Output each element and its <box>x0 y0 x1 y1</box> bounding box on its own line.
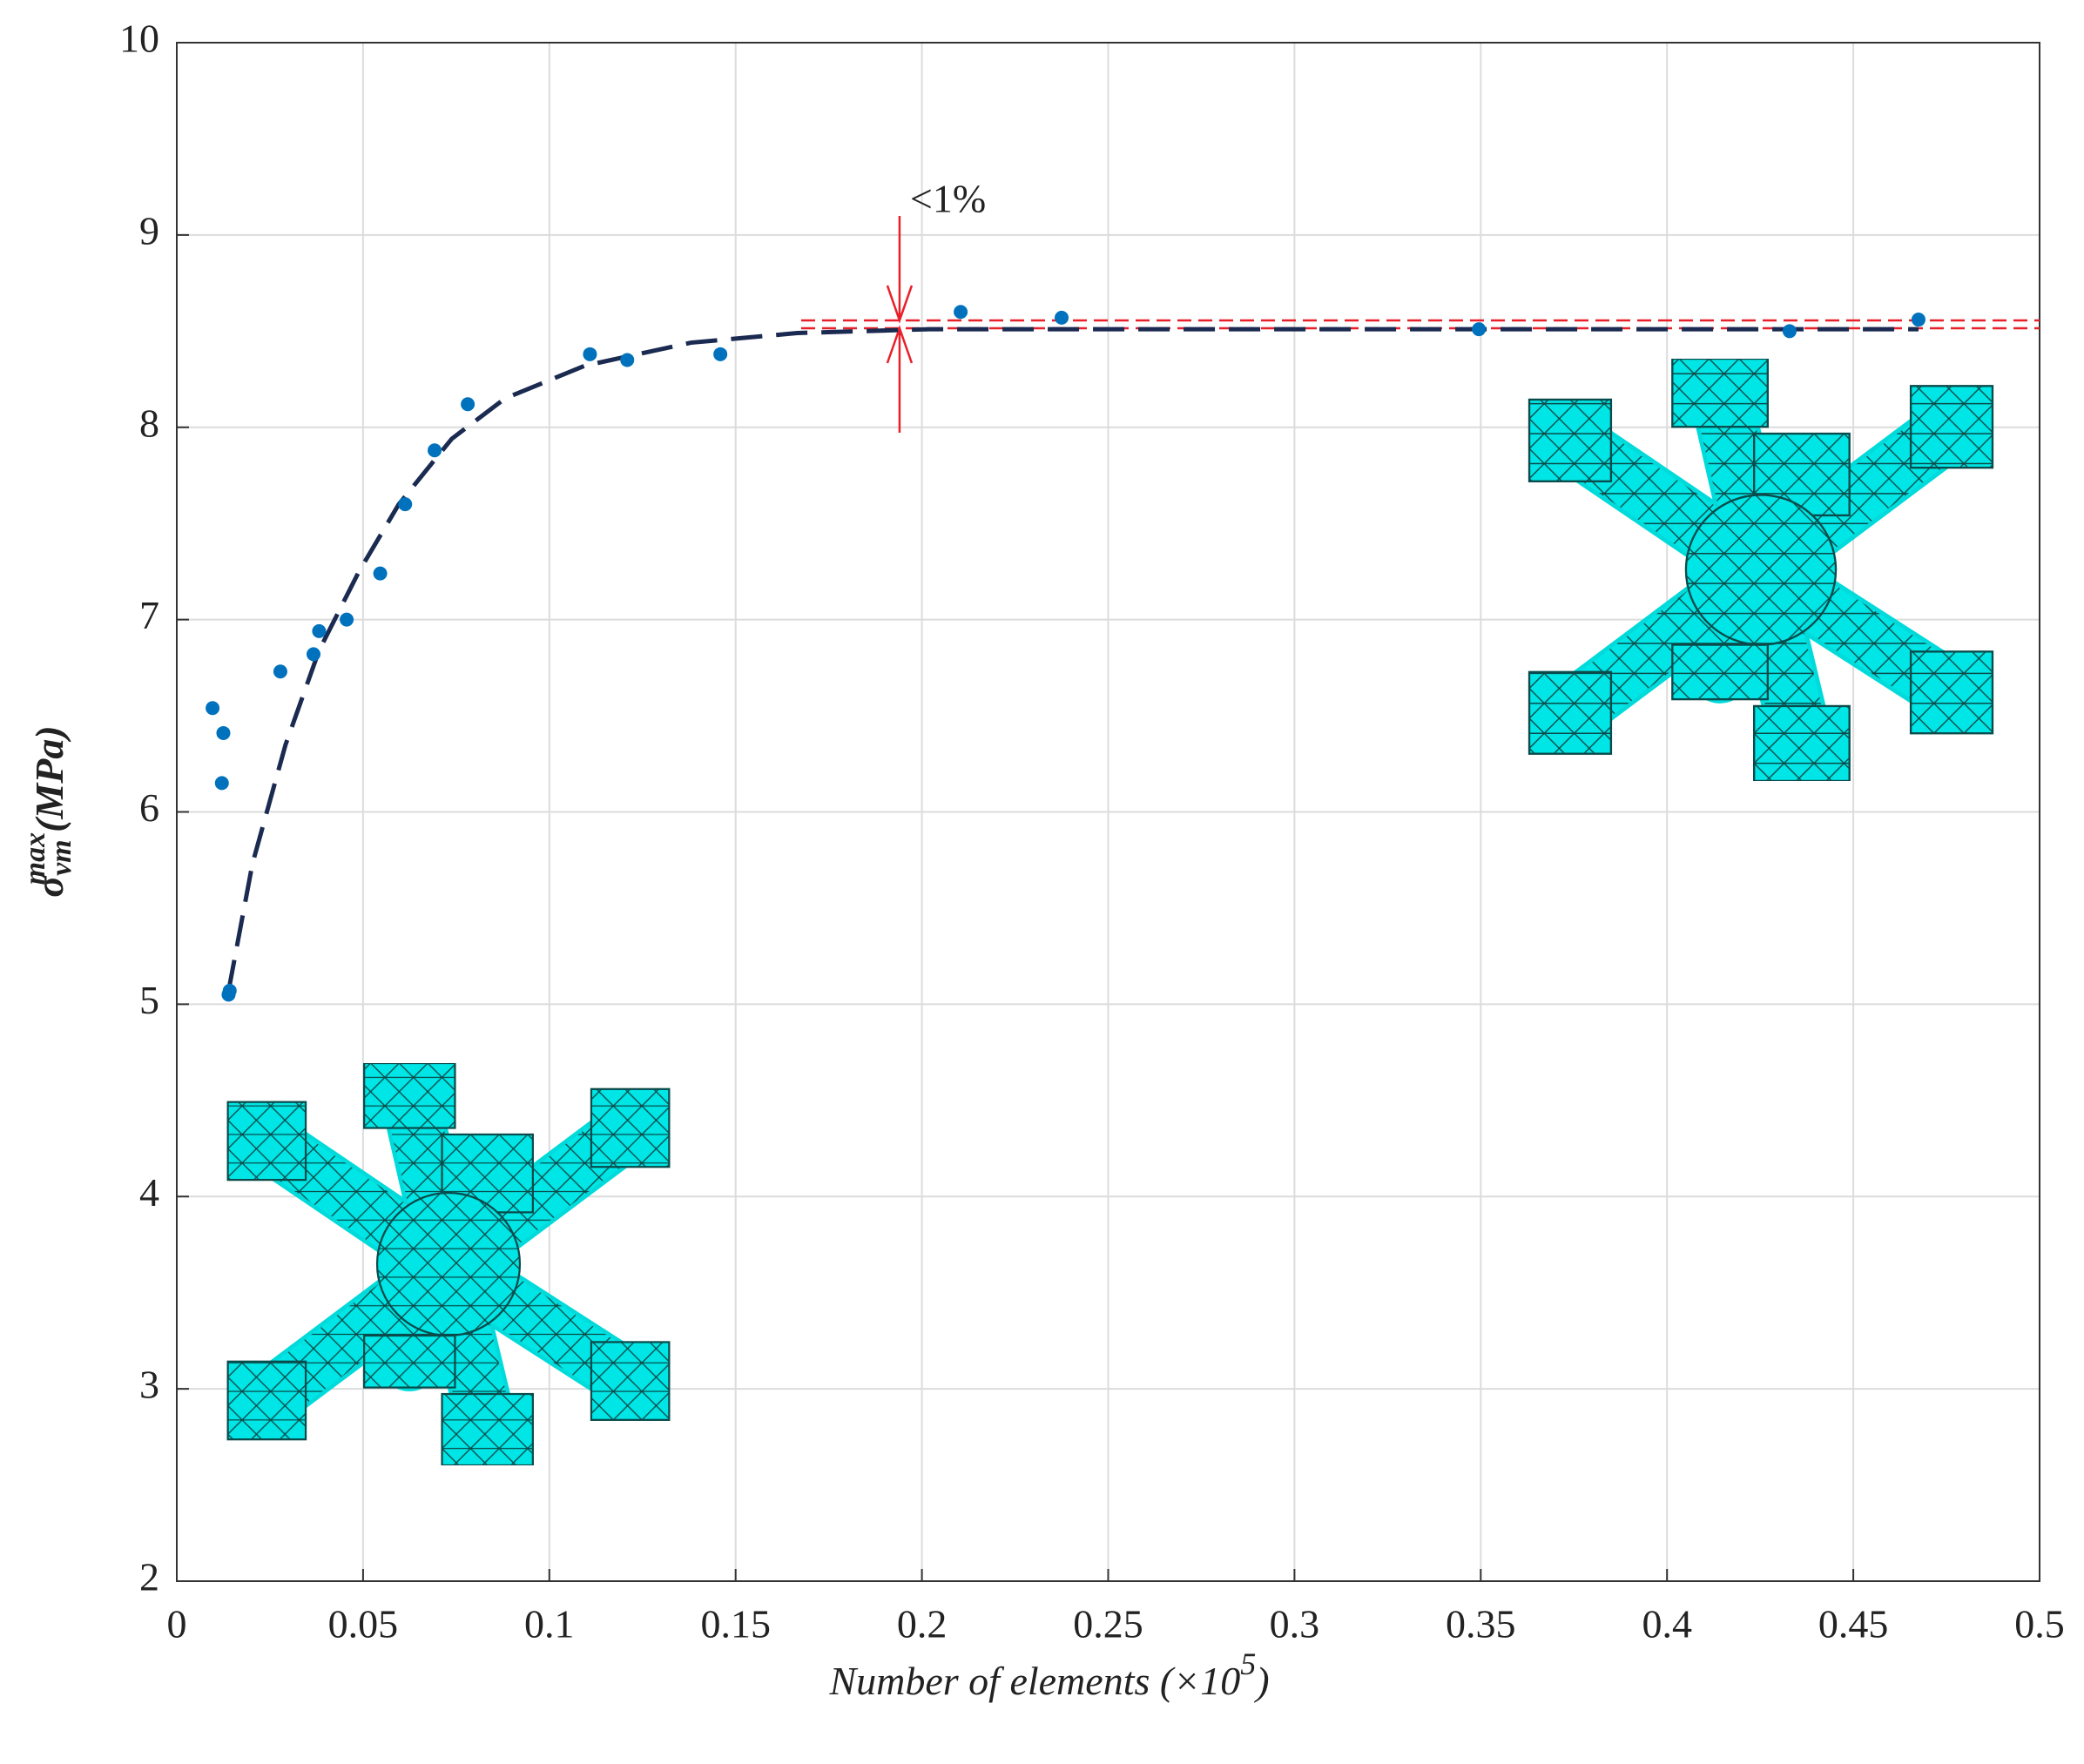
arrow-up <box>886 325 914 433</box>
data-point <box>583 347 597 361</box>
x-label-end: ) <box>1253 1659 1269 1703</box>
fit-curve <box>226 327 1919 992</box>
y-tick-label: 10 <box>119 17 159 61</box>
y-tick-label: 3 <box>139 1363 159 1407</box>
y-label-unit: (MPa) <box>27 725 71 832</box>
y-tick-label: 7 <box>139 593 159 637</box>
data-point <box>398 497 413 512</box>
data-point <box>307 647 321 662</box>
data-point <box>216 725 231 740</box>
data-point <box>461 397 475 412</box>
x-tick-label: 0.25 <box>1073 1602 1143 1646</box>
data-point <box>428 443 442 458</box>
y-tick-label: 5 <box>139 978 159 1022</box>
data-point <box>1055 310 1069 325</box>
data-point <box>273 664 287 679</box>
x-tick-label: 0.15 <box>700 1602 771 1646</box>
data-point <box>954 305 968 320</box>
x-tick-label: 0.05 <box>328 1602 399 1646</box>
y-label-sup: max <box>19 832 51 885</box>
y-tick-label: 6 <box>139 785 159 830</box>
x-tick-label: 0 <box>167 1602 187 1646</box>
y-axis-label: σvmmax(MPa) <box>19 725 78 897</box>
data-point <box>312 623 327 638</box>
x-axis-label: Number of elements (×105) <box>828 1646 1269 1702</box>
y-tick-label: 8 <box>139 401 159 445</box>
data-point <box>1782 324 1797 339</box>
data-point <box>206 701 220 716</box>
x-tick-label: 0.45 <box>1818 1602 1889 1646</box>
y-tick-label: 9 <box>139 208 159 252</box>
x-tick-label: 0.1 <box>524 1602 575 1646</box>
data-point <box>713 347 728 361</box>
x-tick-label: 0.2 <box>897 1602 948 1646</box>
x-tick-label: 0.4 <box>1642 1602 1692 1646</box>
data-point <box>1911 313 1926 327</box>
arrow-down <box>886 215 914 324</box>
x-tick-label: 0.35 <box>1446 1602 1516 1646</box>
data-point <box>1472 322 1487 337</box>
x-label-sup: 5 <box>1240 1646 1256 1681</box>
data-point <box>373 566 388 581</box>
x-tick-label: 0.5 <box>2014 1602 2065 1646</box>
data-point <box>222 983 237 998</box>
data-point <box>620 353 635 367</box>
y-label-symbol: σ <box>27 875 71 898</box>
y-label-sub: vm <box>45 839 78 876</box>
data-point <box>214 776 229 791</box>
x-label-main: Number of elements (×10 <box>828 1659 1240 1703</box>
x-tick-label: 0.3 <box>1270 1602 1320 1646</box>
y-tick-label: 2 <box>139 1555 159 1599</box>
data-point <box>340 612 354 627</box>
annotation-text: <1% <box>910 177 986 221</box>
y-tick-label: 4 <box>139 1170 159 1215</box>
